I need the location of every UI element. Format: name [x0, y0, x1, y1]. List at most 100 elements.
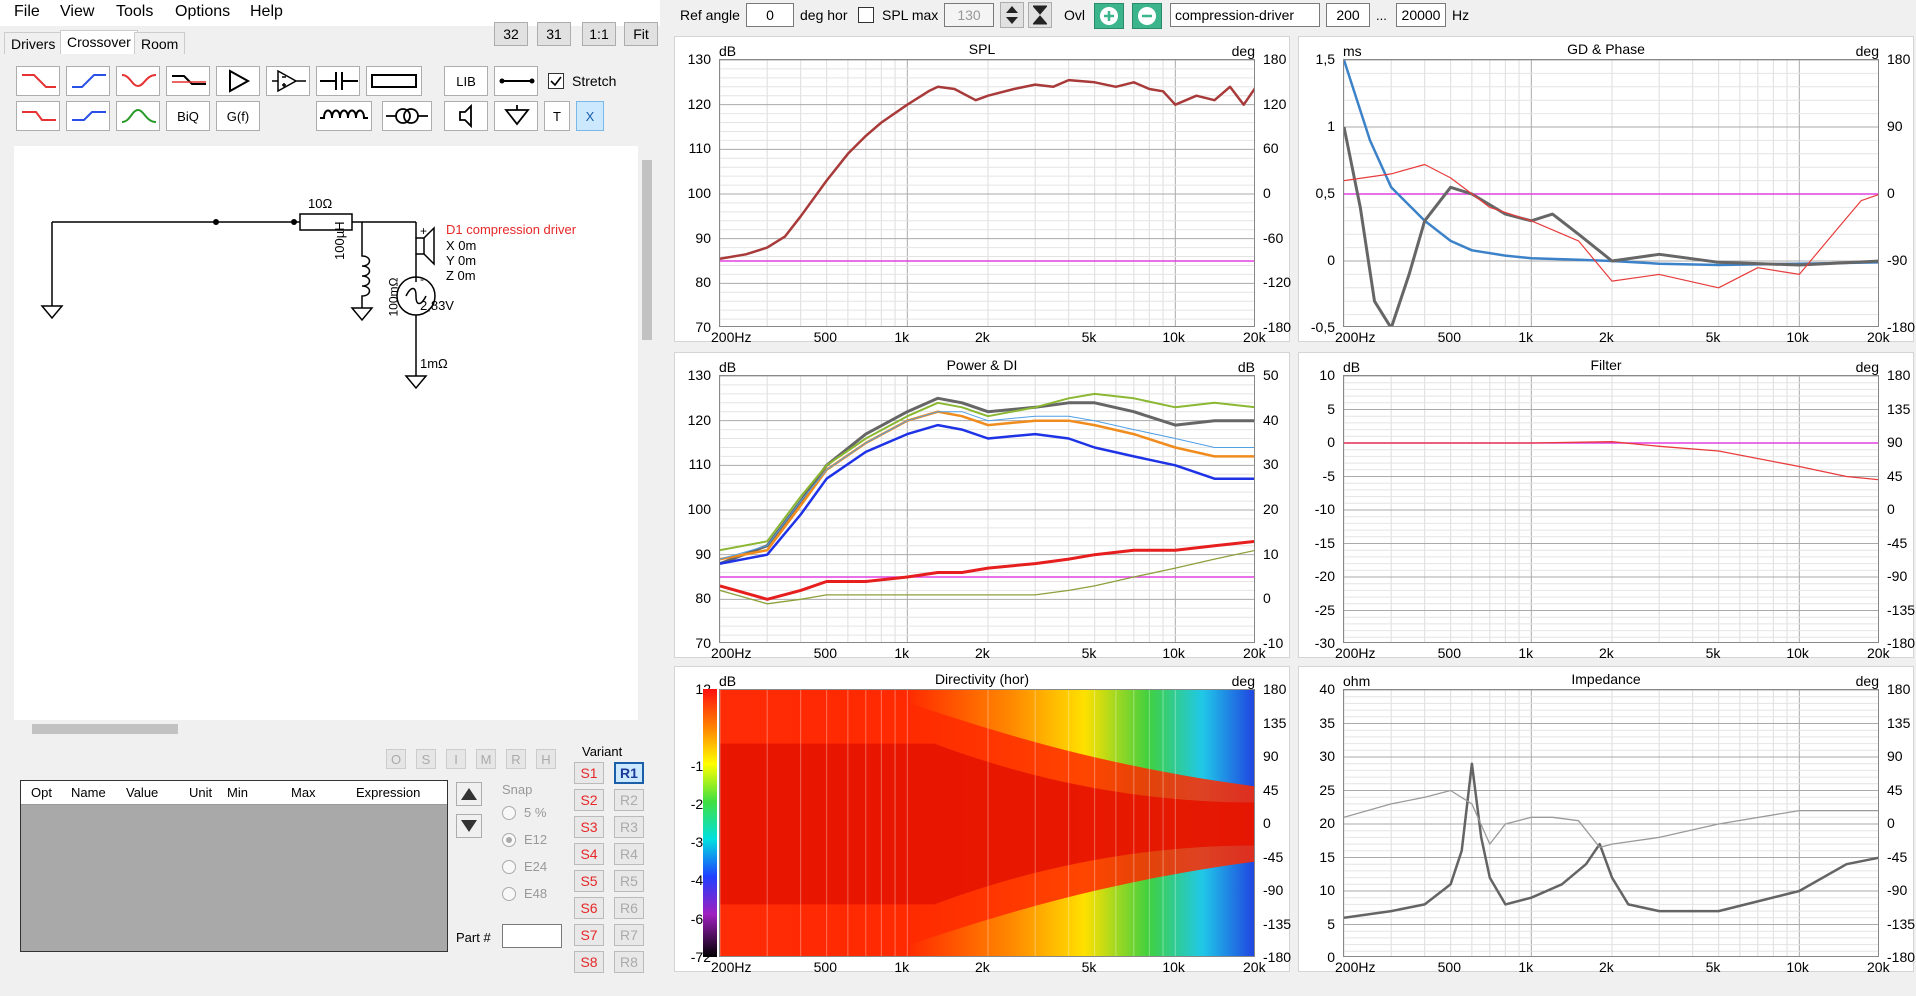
variant-s5-button[interactable]: S5: [574, 870, 604, 892]
transformer-button[interactable]: [382, 101, 432, 131]
x-button[interactable]: X: [576, 101, 604, 131]
opamp-button[interactable]: [266, 66, 310, 96]
snap-e12-radio[interactable]: [502, 833, 516, 847]
spl-updown-button[interactable]: [1000, 2, 1024, 28]
overlay-name-input[interactable]: [1170, 3, 1320, 27]
snap-5-radio[interactable]: [502, 806, 516, 820]
shelf-button[interactable]: [166, 66, 210, 96]
power-left-unit: dB: [719, 359, 737, 375]
stretch-checkbox[interactable]: [548, 73, 564, 89]
lib-button[interactable]: LIB: [444, 66, 488, 96]
highpass-blue-button[interactable]: [66, 66, 110, 96]
variant-r4-button[interactable]: R4: [614, 843, 644, 865]
variant-s3-button[interactable]: S3: [574, 816, 604, 838]
bandpass-red-button[interactable]: [116, 66, 160, 96]
schematic-hscroll[interactable]: [14, 720, 638, 738]
variant-r8-button[interactable]: R8: [614, 951, 644, 973]
zoom-31-button[interactable]: 31: [537, 22, 571, 46]
zoom-fit-button[interactable]: Fit: [624, 22, 658, 46]
variant-s1-button[interactable]: S1: [574, 762, 604, 784]
menu-help[interactable]: Help: [250, 3, 283, 20]
vscroll-thumb[interactable]: [642, 160, 652, 340]
tab-room[interactable]: Room: [134, 32, 186, 54]
menu-view[interactable]: View: [60, 3, 95, 20]
power-ytick-right: 0: [1263, 590, 1271, 607]
directivity-panel[interactable]: Directivity (hor)dBdeg120-12-24-36-48-60…: [674, 666, 1291, 975]
opt-o-button[interactable]: O: [386, 749, 406, 769]
variant-r7-button[interactable]: R7: [614, 924, 644, 946]
tab-drivers[interactable]: Drivers: [4, 32, 63, 54]
power-panel[interactable]: Power & DI dB dB 130 120 110 100 90 80 70 50 40 30 20…: [674, 352, 1290, 661]
shelf-icon: [172, 75, 206, 85]
driver-name-label[interactable]: D1 compression driver: [446, 222, 577, 237]
variant-r3-button[interactable]: R3: [614, 816, 644, 838]
t-button[interactable]: T: [544, 101, 570, 131]
variant-r6-button[interactable]: R6: [614, 897, 644, 919]
power-plot[interactable]: [719, 375, 1255, 643]
impedance-panel[interactable]: Impedance ohm deg 40 35 30 25 20 15 10 5 0 180 135 90 4…: [1298, 666, 1915, 975]
schematic-vscroll[interactable]: [638, 146, 656, 720]
biq-button[interactable]: BiQ: [166, 101, 210, 131]
spl-fit-button[interactable]: [1028, 2, 1052, 28]
lowpass2-red-button[interactable]: [16, 101, 60, 131]
wire-button[interactable]: [494, 66, 538, 96]
variant-r1-button[interactable]: R1: [614, 762, 644, 784]
opt-r-button[interactable]: R: [506, 749, 526, 769]
highpass-red-button[interactable]: [16, 66, 60, 96]
parameter-table[interactable]: Opt Name Value Unit Min Max Expression: [20, 780, 448, 952]
directivity-plot[interactable]: [719, 689, 1255, 957]
bandpass-green-button[interactable]: [116, 101, 160, 131]
opt-s-button[interactable]: S: [416, 749, 436, 769]
variant-s2-button[interactable]: S2: [574, 789, 604, 811]
capacitor-button[interactable]: [316, 66, 360, 96]
ref-angle-input[interactable]: [746, 3, 794, 27]
zoom-1-1-button[interactable]: 1:1: [582, 22, 616, 46]
menu-options[interactable]: Options: [175, 3, 231, 20]
menu-file[interactable]: File: [14, 3, 40, 20]
variant-s8-button[interactable]: S8: [574, 951, 604, 973]
highpass2-blue-button[interactable]: [66, 101, 110, 131]
amplifier-button[interactable]: [216, 66, 260, 96]
filter-panel[interactable]: Filter dB deg 10 5 0 -5 -10 -15 -20 -25 -30 180 135 90…: [1298, 352, 1915, 661]
gf-button[interactable]: G(f): [216, 101, 260, 131]
spl-plot[interactable]: [719, 59, 1255, 327]
impedance-plot[interactable]: [1343, 689, 1879, 957]
snap-e24-radio[interactable]: [502, 860, 516, 874]
variant-r5-button[interactable]: R5: [614, 870, 644, 892]
zoom-32-button[interactable]: 32: [494, 22, 528, 46]
opt-h-button[interactable]: H: [536, 749, 556, 769]
overlay-add-button[interactable]: [1094, 3, 1124, 29]
snap-e48-radio[interactable]: [502, 887, 516, 901]
freq-min-input[interactable]: [1326, 3, 1370, 27]
spl-panel[interactable]: SPL dB deg 130 120 110 100 90 80 70 180 120 60 0 -60 -1…: [674, 36, 1291, 345]
variant-s6-button[interactable]: S6: [574, 897, 604, 919]
tab-crossover[interactable]: Crossover: [60, 30, 138, 54]
spl-max-checkbox[interactable]: [858, 7, 874, 23]
inductor-button[interactable]: [316, 101, 372, 131]
opt-m-button[interactable]: M: [476, 749, 496, 769]
filter-title: Filter: [1590, 357, 1622, 373]
ground-button[interactable]: [494, 101, 538, 131]
overlay-remove-button[interactable]: [1132, 3, 1162, 29]
schematic-canvas[interactable]: 10Ω 100µH 100mΩ 100mΩ D1 compression dri…: [14, 146, 656, 720]
gd-panel[interactable]: GD & Phase ms deg 1,5 1 0,5 0 -0,5 180 90 0 -90 -180…: [1298, 36, 1915, 345]
menu-bar: File View Tools Options Help: [0, 0, 660, 26]
variant-s7-button[interactable]: S7: [574, 924, 604, 946]
variant-r2-button[interactable]: R2: [614, 789, 644, 811]
part-number-input[interactable]: [502, 924, 562, 948]
directivity-center: [720, 743, 1254, 905]
plus-circle-icon: [1100, 7, 1118, 25]
filter-plot[interactable]: [1343, 375, 1879, 643]
menu-tools[interactable]: Tools: [116, 3, 154, 20]
variant-s4-button[interactable]: S4: [574, 843, 604, 865]
move-up-button[interactable]: [456, 782, 482, 806]
speaker-button[interactable]: [444, 101, 488, 131]
gd-plot[interactable]: [1343, 59, 1879, 327]
move-down-button[interactable]: [456, 814, 482, 838]
hscroll-thumb[interactable]: [32, 724, 178, 734]
spl-max-input[interactable]: [944, 3, 994, 27]
opt-i-button[interactable]: I: [446, 749, 466, 769]
resistor-button[interactable]: [366, 66, 422, 96]
freq-max-input[interactable]: [1396, 3, 1446, 27]
snap-e24-label: E24: [524, 859, 548, 874]
